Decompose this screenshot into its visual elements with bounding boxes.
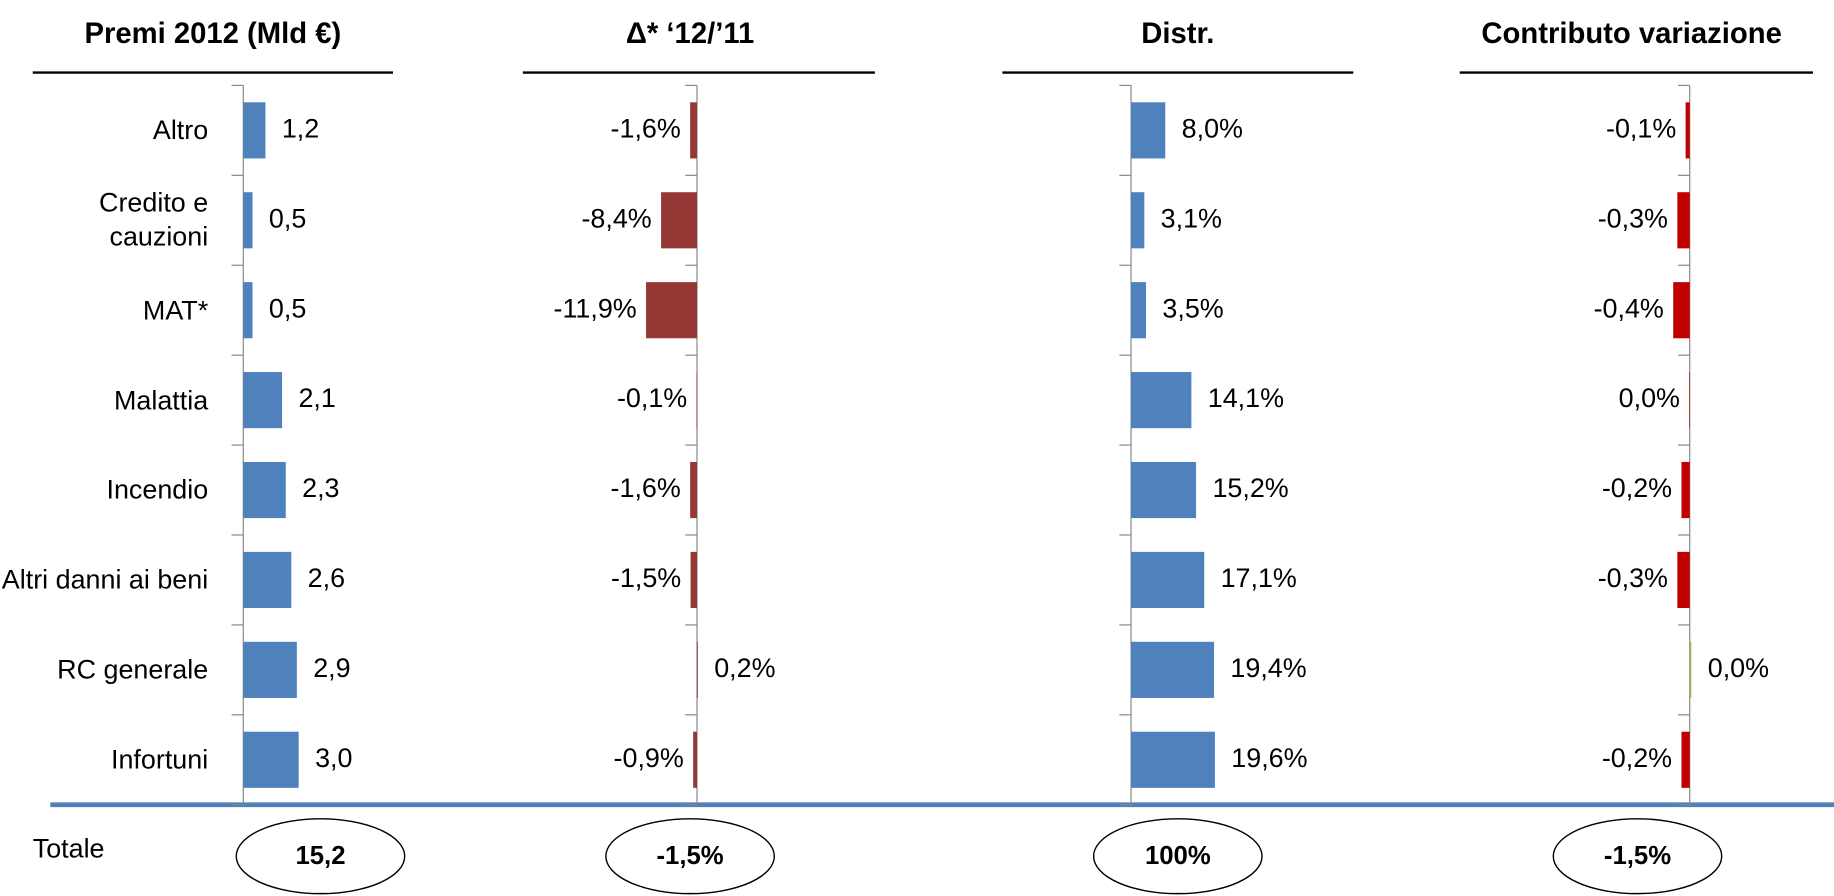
category-label-box: Infortuni (110, 743, 209, 775)
bar (243, 461, 286, 519)
value-label: 2,1 (298, 383, 335, 413)
value-label: -8,4% (581, 203, 651, 233)
value-label: 2,3 (302, 473, 339, 503)
value-label: 15,2% (1212, 473, 1288, 503)
bar (1685, 102, 1690, 159)
category-label: MAT* (142, 294, 209, 325)
value-label: 17,1% (1221, 563, 1297, 593)
bar (690, 551, 697, 609)
value-label: 14,1% (1208, 383, 1284, 413)
bar (1131, 641, 1215, 698)
value-label: -0,9% (614, 743, 684, 773)
total-ellipse (605, 818, 776, 895)
total-label: -1,5% (656, 842, 723, 870)
category-label-box: Altri danni ai beni (1, 564, 209, 595)
category-label: Credito e cauzioni (99, 187, 209, 252)
value-label: 0,0% (1619, 383, 1680, 413)
value-label: -0,2% (1602, 743, 1672, 773)
category-label: Altri danni ai beni (1, 564, 209, 595)
value-label: 0,5 (269, 203, 306, 233)
total-label: 15,2 (295, 842, 345, 870)
value-label: 2,9 (313, 653, 350, 683)
category-label: RC generale (57, 654, 209, 685)
total-label: -1,5% (1604, 842, 1671, 870)
value-label: 3,1% (1161, 203, 1222, 233)
bar (690, 461, 697, 519)
bar (1131, 192, 1145, 249)
category-label: Altro (152, 114, 209, 145)
bar (243, 282, 253, 339)
bar (243, 551, 292, 609)
bar (1131, 731, 1215, 788)
bar (1681, 731, 1690, 788)
bar (696, 641, 698, 698)
bar (646, 282, 697, 339)
category-label: Incendio (106, 474, 209, 505)
panel-title: Premi 2012 (Mld €) (85, 18, 342, 50)
value-label: -0,1% (617, 383, 687, 413)
value-label: -0,2% (1602, 473, 1672, 503)
bar (243, 372, 283, 429)
total-ellipse (1552, 818, 1723, 895)
bar (1689, 372, 1690, 429)
bar (1677, 192, 1690, 249)
category-label-box: Credito e cauzioni (99, 187, 209, 252)
bar (1131, 102, 1166, 159)
panel-title: Δ* ‘12/’11 (626, 18, 754, 50)
value-label: -0,3% (1598, 203, 1668, 233)
value-label: 19,6% (1231, 743, 1307, 773)
bar (1673, 282, 1690, 339)
value-label: 3,5% (1162, 293, 1223, 323)
value-label: -1,6% (611, 473, 681, 503)
value-label: -1,5% (611, 563, 681, 593)
total-ellipse (235, 818, 406, 895)
bar (243, 731, 299, 788)
panel-title: Distr. (1141, 18, 1214, 50)
bar (1689, 641, 1692, 698)
value-label: 8,0% (1182, 113, 1243, 143)
bar (1131, 282, 1147, 339)
category-label-box: Altro (152, 114, 209, 145)
bar (661, 192, 697, 249)
total-row-label: Totale (33, 833, 105, 863)
value-label: 0,0% (1708, 653, 1769, 683)
category-label-box: RC generale (57, 654, 209, 685)
category-label: Malattia (113, 384, 209, 415)
value-label: 1,2 (282, 113, 319, 143)
total-label: 100% (1145, 842, 1211, 870)
value-label: -11,9% (553, 293, 636, 323)
value-label: 19,4% (1230, 653, 1306, 683)
bar (243, 102, 266, 159)
bar (696, 372, 698, 429)
bar (1131, 461, 1197, 519)
panel-title: Contributo variazione (1481, 18, 1781, 50)
bar (690, 102, 697, 159)
total-ellipse (1092, 818, 1263, 895)
bar (693, 731, 697, 788)
value-label: 3,0 (315, 743, 352, 773)
value-label: -0,3% (1598, 563, 1668, 593)
value-label: -0,4% (1594, 293, 1664, 323)
value-label: -0,1% (1606, 113, 1676, 143)
category-label-box: Malattia (113, 384, 209, 415)
bar (243, 192, 253, 249)
category-label-box: MAT* (142, 294, 209, 325)
category-label: Infortuni (110, 743, 209, 775)
bar (1677, 551, 1690, 609)
category-label-box: Incendio (106, 474, 209, 505)
value-label: 0,5 (269, 293, 306, 323)
bar (1131, 372, 1192, 429)
bar (1131, 551, 1205, 609)
bar (243, 641, 297, 698)
value-label: 2,6 (308, 563, 345, 593)
value-label: 0,2% (714, 653, 775, 683)
value-label: -1,6% (611, 113, 681, 143)
bar (1681, 461, 1690, 519)
